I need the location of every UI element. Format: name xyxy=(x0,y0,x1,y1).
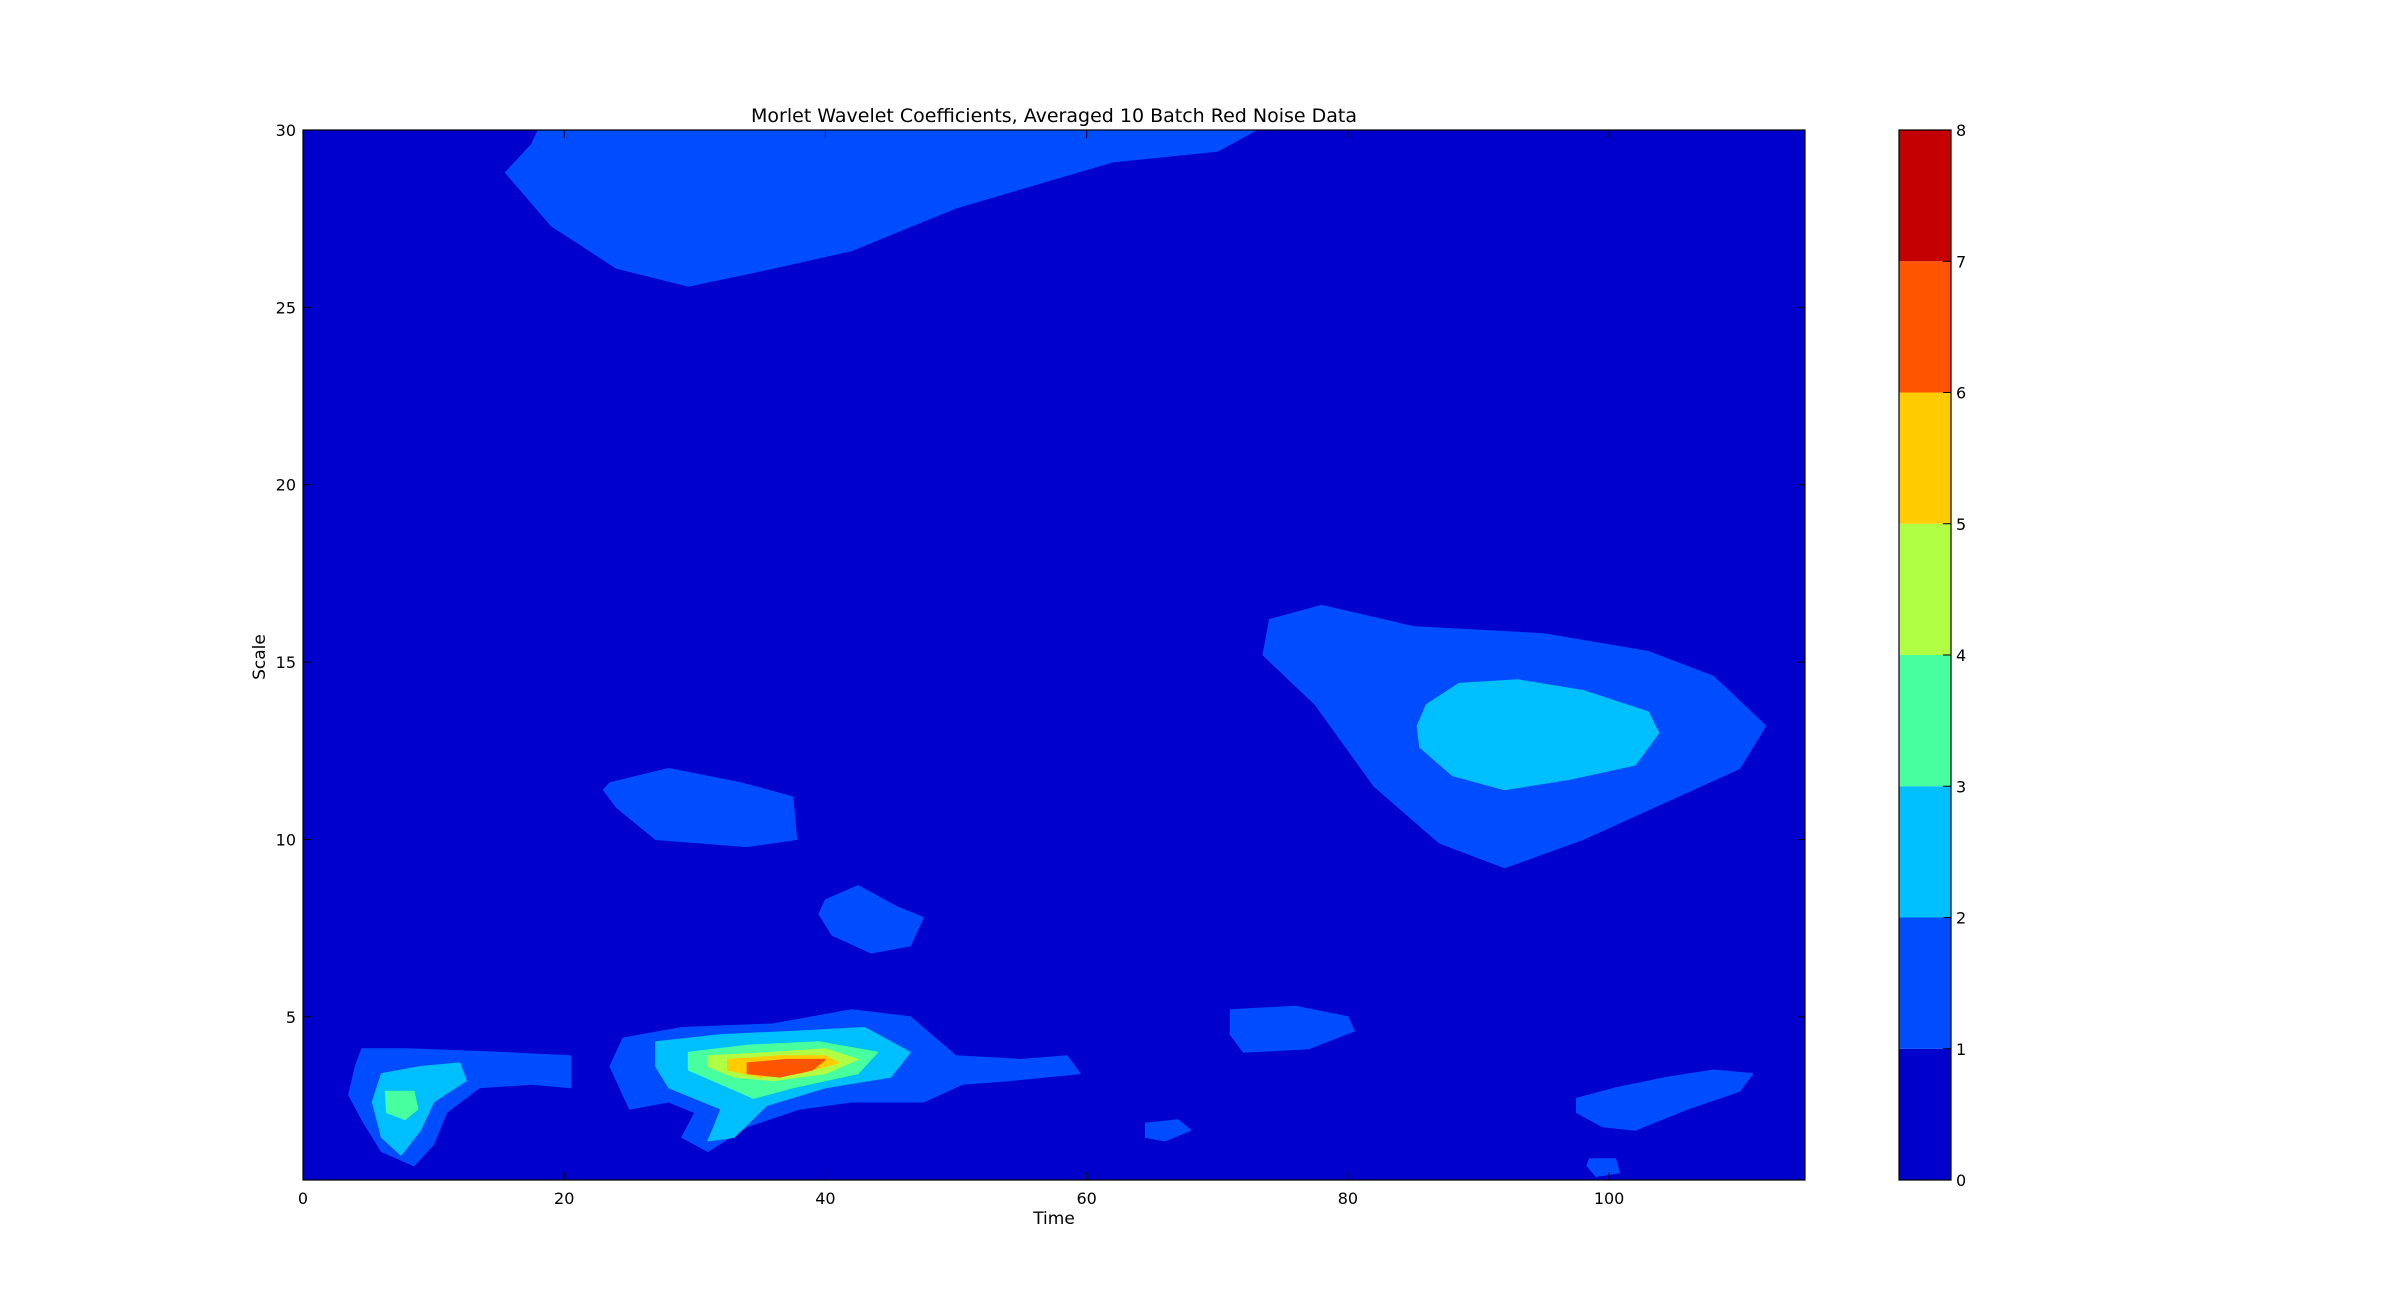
contour-region-level-1-4 xyxy=(818,885,924,954)
contour-region-level-1-5 xyxy=(1229,1005,1355,1053)
y-tick-label: 15 xyxy=(276,653,296,672)
contour-region-level-6-15 xyxy=(746,1058,826,1078)
chart-title: Morlet Wavelet Coefficients, Averaged 10… xyxy=(751,105,1357,127)
contour-region-level-1-17 xyxy=(1586,1158,1620,1177)
colorbar-tick-label: 6 xyxy=(1956,384,1966,403)
x-axis-label: Time xyxy=(1032,1209,1075,1229)
colorbar-band-5-6 xyxy=(1899,392,1951,524)
x-tick-label: 60 xyxy=(1076,1189,1096,1208)
colorbar-band-4-5 xyxy=(1899,523,1951,655)
colorbar-tick-label: 7 xyxy=(1956,252,1966,271)
plot-frame xyxy=(302,129,1806,1181)
contour-region-level-2-2 xyxy=(1416,679,1660,791)
x-tick-label: 80 xyxy=(1338,1189,1358,1208)
x-axis: 0 20 40 60 80 100 xyxy=(298,130,1624,1208)
colorbar: 0 1 2 3 4 5 6 7 8 xyxy=(1898,121,1966,1190)
colorbar-tick-label: 1 xyxy=(1956,1040,1966,1059)
colorbar-tick-label: 4 xyxy=(1956,646,1966,665)
contour-region-level-1-16 xyxy=(1144,1119,1192,1142)
contour-regions xyxy=(348,130,1767,1177)
y-tick-label: 30 xyxy=(276,121,296,140)
y-tick-label: 20 xyxy=(276,476,296,495)
colorbar-tick-label: 8 xyxy=(1956,121,1966,140)
x-tick-label: 40 xyxy=(815,1189,835,1208)
colorbar-band-3-4 xyxy=(1899,655,1951,787)
contour-region-level-1-0 xyxy=(504,130,1257,287)
y-tick-label: 5 xyxy=(286,1008,296,1027)
colorbar-band-1-2 xyxy=(1899,917,1951,1049)
x-tick-label: 0 xyxy=(298,1189,308,1208)
y-axis-label: Scale xyxy=(250,634,270,680)
contour-region-level-1-3 xyxy=(602,768,798,848)
y-tick-label: 25 xyxy=(276,298,296,317)
y-tick-label: 10 xyxy=(276,830,296,849)
colorbar-tick-label: 5 xyxy=(1956,515,1966,534)
colorbar-band-0-1 xyxy=(1899,1048,1951,1180)
y-axis: 5 10 15 20 25 30 xyxy=(276,121,1805,1027)
colorbar-band-2-3 xyxy=(1899,786,1951,918)
contour-region-level-1-6 xyxy=(1575,1069,1754,1131)
x-tick-label: 100 xyxy=(1594,1189,1625,1208)
x-tick-label: 20 xyxy=(554,1189,574,1208)
contour-region-level-2-8 xyxy=(371,1062,467,1156)
colorbar-tick-label: 0 xyxy=(1956,1171,1966,1190)
colorbar-band-6-7 xyxy=(1899,261,1951,393)
colorbar-band-7-8 xyxy=(1899,130,1951,262)
colorbar-tick-label: 2 xyxy=(1956,909,1966,928)
colorbar-tick-label: 3 xyxy=(1956,777,1966,796)
contour-region-level-3-9 xyxy=(384,1090,419,1121)
